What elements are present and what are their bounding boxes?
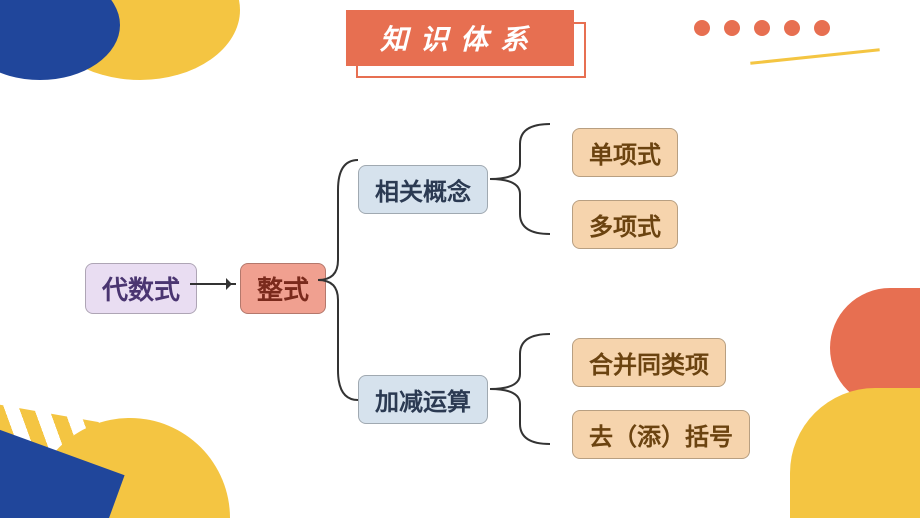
node-duoxiangshi: 多项式 bbox=[572, 200, 678, 249]
brace-large bbox=[318, 160, 368, 400]
node-xiangguan-gainian: 相关概念 bbox=[358, 165, 488, 214]
node-root: 代数式 bbox=[85, 263, 197, 314]
node-zhengshi: 整式 bbox=[240, 263, 326, 314]
deco-top-right-dots bbox=[694, 20, 830, 36]
node-label: 去（添）括号 bbox=[589, 424, 733, 451]
node-label: 合并同类项 bbox=[589, 352, 709, 379]
node-label: 相关概念 bbox=[375, 179, 471, 206]
deco-top-right-line bbox=[750, 48, 880, 65]
node-label: 整式 bbox=[257, 275, 309, 305]
node-label: 加减运算 bbox=[375, 389, 471, 416]
slide-title: 知识体系 bbox=[346, 10, 574, 66]
node-jiajian-yunsuan: 加减运算 bbox=[358, 375, 488, 424]
deco-bottom-right-yellow bbox=[790, 388, 920, 518]
node-hebing-tongleixiang: 合并同类项 bbox=[572, 338, 726, 387]
node-qu-tian-kuohao: 去（添）括号 bbox=[572, 410, 750, 459]
brace-top bbox=[490, 124, 560, 234]
arrow-root-to-zhengshi bbox=[190, 283, 236, 285]
node-label: 代数式 bbox=[102, 275, 180, 305]
node-label: 单项式 bbox=[589, 142, 661, 169]
brace-bottom bbox=[490, 334, 560, 444]
title-container: 知识体系 bbox=[346, 10, 574, 66]
node-label: 多项式 bbox=[589, 214, 661, 241]
slide-stage: 知识体系 代数式 整式 相关概念 加减运算 单项式 多项式 合并同类项 去（添）… bbox=[0, 0, 920, 518]
node-danxiangshi: 单项式 bbox=[572, 128, 678, 177]
